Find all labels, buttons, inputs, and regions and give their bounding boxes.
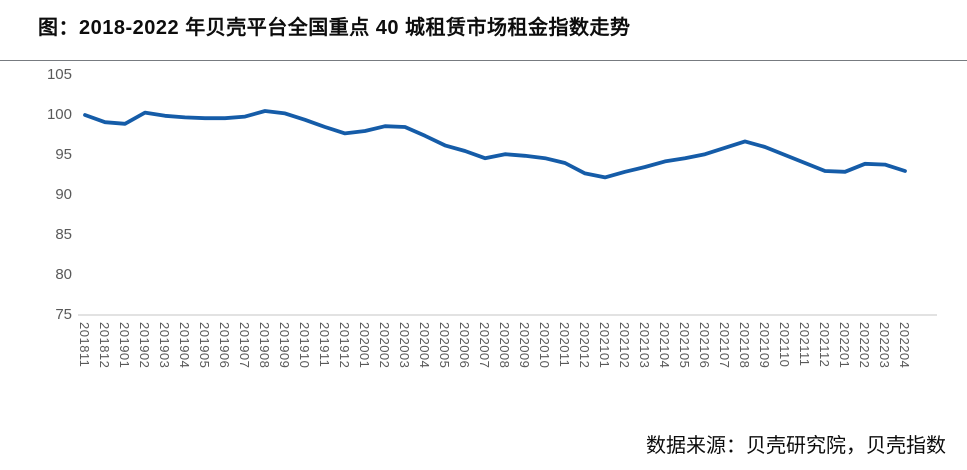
x-tick-label: 202202 (857, 322, 872, 369)
x-tick-label: 202112 (817, 322, 832, 368)
x-tick-label: 201911 (317, 322, 332, 368)
y-tick-label: 75 (55, 306, 72, 323)
rent-index-line-series (83, 109, 907, 180)
x-tick-label: 202002 (377, 322, 392, 369)
x-tick-label: 202103 (637, 322, 652, 369)
x-tick-label: 202102 (617, 322, 632, 369)
y-tick-label: 95 (55, 146, 72, 163)
x-tick-label: 202012 (577, 322, 592, 369)
x-tick-label: 202010 (537, 322, 552, 369)
x-tick-label: 202011 (557, 322, 572, 368)
title-divider (0, 60, 967, 61)
y-tick-label: 85 (55, 226, 72, 243)
x-tick-label: 202111 (797, 322, 812, 367)
x-tick-label: 201908 (257, 322, 272, 369)
x-tick-label: 202007 (477, 322, 492, 369)
x-tick-label: 201903 (157, 322, 172, 369)
x-tick-label: 202005 (437, 322, 452, 369)
x-tick-label: 202105 (677, 322, 692, 369)
x-tick-label: 202009 (517, 322, 532, 369)
y-tick-label: 100 (46, 106, 72, 123)
x-tick-label: 201812 (97, 322, 112, 369)
x-tick-label: 202201 (837, 322, 852, 369)
x-tick-label: 202104 (657, 322, 672, 369)
x-tick-label: 201907 (237, 322, 252, 369)
x-tick-label: 201909 (277, 322, 292, 369)
x-tick-label: 201905 (197, 322, 212, 369)
x-tick-label: 201901 (117, 322, 132, 369)
x-tick-label: 202003 (397, 322, 412, 369)
x-tick-label: 201902 (137, 322, 152, 369)
x-tick-label: 201910 (297, 322, 312, 369)
x-tick-label: 202008 (497, 322, 512, 369)
x-tick-label: 202203 (877, 322, 892, 369)
x-tick-label: 202001 (357, 322, 372, 369)
y-tick-label: 105 (46, 66, 72, 83)
y-tick-label: 80 (55, 266, 72, 283)
x-tick-label: 202004 (417, 322, 432, 369)
x-tick-label: 201904 (177, 322, 192, 369)
x-tick-label: 202108 (737, 322, 752, 369)
x-tick-label: 201811 (77, 322, 92, 368)
x-tick-label: 202109 (757, 322, 772, 369)
chart-title: 图：2018-2022 年贝壳平台全国重点 40 城租赁市场租金指数走势 (38, 17, 631, 39)
x-tick-label: 201912 (337, 322, 352, 369)
x-tick-label: 202006 (457, 322, 472, 369)
x-tick-label: 202204 (897, 322, 912, 369)
x-tick-label: 202110 (777, 322, 792, 368)
y-tick-label: 90 (55, 186, 72, 203)
x-tick-label: 202101 (597, 322, 612, 369)
x-tick-label: 201906 (217, 322, 232, 369)
data-source-note: 数据来源：贝壳研究院，贝壳指数 (646, 435, 946, 457)
x-tick-label: 202106 (697, 322, 712, 369)
x-tick-label: 202107 (717, 322, 732, 369)
